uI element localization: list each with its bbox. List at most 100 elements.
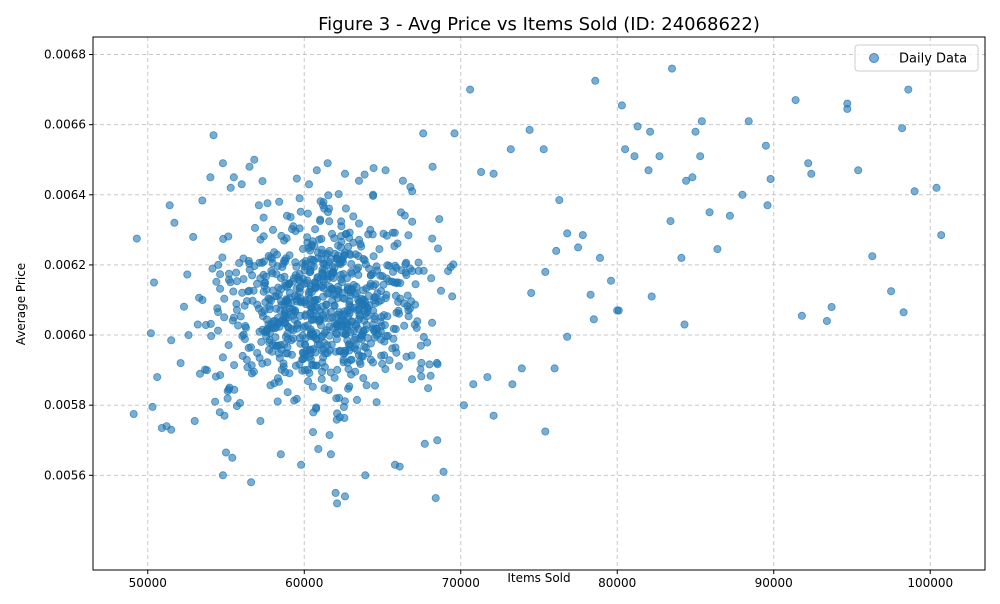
data-point: [725, 211, 734, 220]
data-point: [761, 141, 770, 150]
data-point: [273, 397, 282, 406]
data-point: [899, 308, 908, 317]
data-point: [574, 243, 583, 252]
data-point: [176, 359, 185, 368]
data-point: [288, 305, 297, 314]
data-point: [459, 401, 468, 410]
data-point: [258, 258, 267, 267]
x-tick-label: 60000: [285, 576, 323, 590]
data-point: [407, 351, 416, 360]
data-point: [341, 204, 350, 213]
data-point: [325, 431, 334, 440]
data-point: [868, 252, 877, 261]
data-point: [396, 279, 405, 288]
data-point: [552, 246, 561, 255]
data-point: [238, 288, 247, 297]
legend-label: Daily Data: [899, 52, 967, 67]
data-point: [377, 312, 386, 321]
data-point: [309, 311, 318, 320]
data-point: [170, 218, 179, 227]
data-point: [304, 377, 313, 386]
data-point: [738, 190, 747, 199]
data-point: [234, 321, 243, 330]
data-point: [215, 408, 224, 417]
data-point: [361, 343, 370, 352]
data-point: [713, 245, 722, 254]
data-point: [539, 145, 548, 154]
data-point: [318, 358, 327, 367]
data-point: [477, 167, 486, 176]
data-point: [647, 292, 656, 301]
data-point: [295, 270, 304, 279]
data-point: [369, 306, 378, 315]
y-tick-label: 0.0058: [44, 398, 86, 412]
x-axis-label: Items Sold: [507, 571, 570, 585]
data-point: [354, 252, 363, 261]
data-point: [340, 492, 349, 501]
data-point: [153, 373, 162, 382]
data-point: [633, 122, 642, 131]
data-point: [369, 252, 378, 261]
data-point: [391, 261, 400, 270]
data-point: [352, 395, 361, 404]
data-point: [329, 290, 338, 299]
x-tick-label: 50000: [129, 576, 167, 590]
data-point: [364, 230, 373, 239]
data-point: [392, 348, 401, 357]
data-point: [277, 317, 286, 326]
data-point: [680, 320, 689, 329]
data-point: [235, 398, 244, 407]
data-point: [232, 268, 241, 277]
data-point: [218, 353, 227, 362]
data-point: [377, 351, 386, 360]
data-point: [361, 260, 370, 269]
data-point: [243, 363, 252, 372]
data-point: [179, 302, 188, 311]
data-point: [211, 397, 220, 406]
data-point: [506, 145, 515, 154]
data-point: [330, 373, 339, 382]
data-point: [766, 174, 775, 183]
data-point: [232, 305, 241, 314]
data-point: [898, 124, 907, 133]
data-point: [264, 251, 273, 260]
data-point: [541, 267, 550, 276]
data-point: [295, 194, 304, 203]
data-point: [228, 316, 237, 325]
grid-lines: [93, 37, 985, 570]
data-point: [331, 488, 340, 497]
y-tick-label: 0.0056: [44, 468, 86, 482]
data-point: [578, 231, 587, 240]
data-point: [527, 288, 536, 297]
data-point: [201, 320, 210, 329]
data-point: [904, 85, 913, 94]
data-point: [630, 152, 639, 161]
data-point: [431, 494, 440, 503]
data-point: [280, 256, 289, 265]
data-point: [366, 271, 375, 280]
data-point: [323, 341, 332, 350]
data-point: [236, 312, 245, 321]
data-point: [345, 309, 354, 318]
data-point: [425, 360, 434, 369]
data-point: [827, 302, 836, 311]
data-point: [250, 155, 259, 164]
data-point: [316, 216, 325, 225]
data-point: [439, 467, 448, 476]
data-point: [213, 326, 222, 335]
data-point: [132, 234, 141, 243]
data-point: [281, 306, 290, 315]
data-point: [354, 219, 363, 228]
data-point: [263, 199, 272, 208]
data-point: [249, 286, 258, 295]
data-point: [258, 359, 267, 368]
data-point: [264, 345, 273, 354]
data-point: [359, 374, 368, 383]
data-point: [281, 279, 290, 288]
data-point: [550, 364, 559, 373]
data-point: [272, 250, 281, 259]
data-point: [563, 332, 572, 341]
data-point: [320, 328, 329, 337]
